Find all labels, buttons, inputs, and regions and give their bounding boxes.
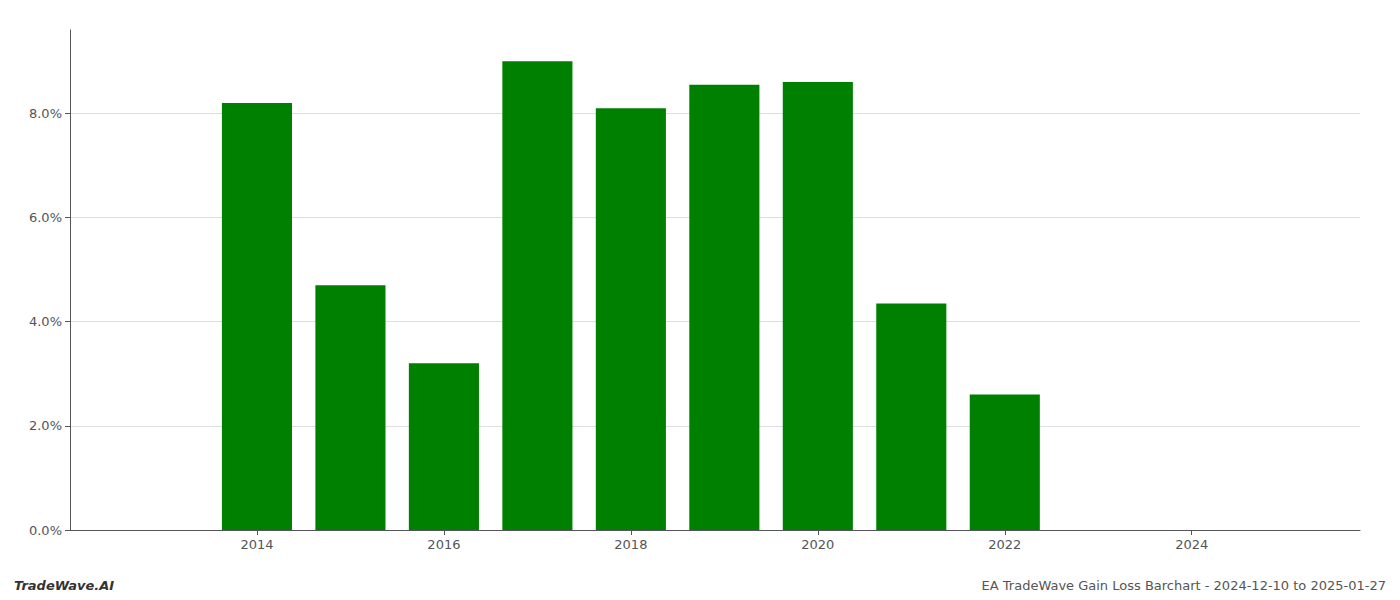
svg-text:2022: 2022 <box>988 537 1021 552</box>
svg-text:2014: 2014 <box>240 537 273 552</box>
svg-text:6.0%: 6.0% <box>29 210 62 225</box>
svg-text:0.0%: 0.0% <box>29 523 62 538</box>
svg-text:4.0%: 4.0% <box>29 314 62 329</box>
svg-text:2018: 2018 <box>614 537 647 552</box>
svg-text:2020: 2020 <box>801 537 834 552</box>
svg-text:2.0%: 2.0% <box>29 418 62 433</box>
svg-text:EA TradeWave Gain Loss Barchar: EA TradeWave Gain Loss Barchart - 2024-1… <box>982 578 1386 593</box>
svg-text:2016: 2016 <box>427 537 460 552</box>
svg-text:8.0%: 8.0% <box>29 106 62 121</box>
svg-text:TradeWave.AI: TradeWave.AI <box>14 578 114 593</box>
svg-text:2024: 2024 <box>1175 537 1208 552</box>
